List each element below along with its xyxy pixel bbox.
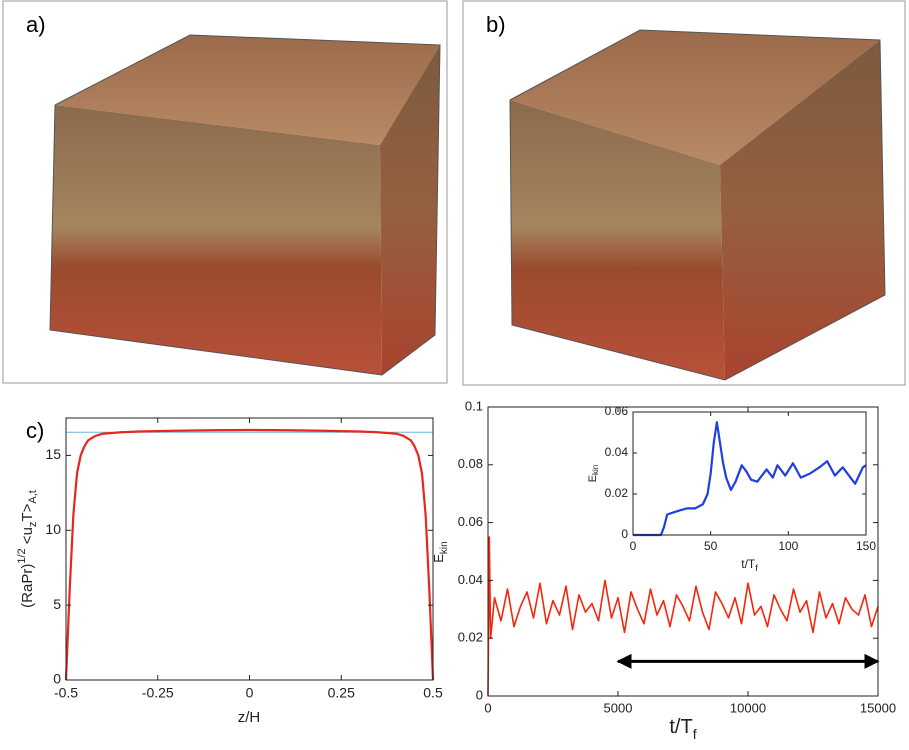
y-tick-label: 0 bbox=[621, 527, 628, 541]
axes-frame bbox=[632, 411, 867, 536]
label-part: (RaPr) bbox=[19, 564, 36, 608]
x-tick-label: 5000 bbox=[604, 700, 633, 715]
x-tick-label: 100 bbox=[778, 539, 798, 553]
x-tick-label: -0.5 bbox=[54, 685, 78, 701]
x-tick-label: 50 bbox=[704, 539, 718, 553]
x-tick-label: 0 bbox=[246, 685, 254, 701]
x-tick-label: 15000 bbox=[860, 700, 896, 715]
y-tick-label: 0.02 bbox=[605, 486, 629, 500]
x-axis-label: t/Tf bbox=[669, 716, 696, 741]
x-tick-label: 10000 bbox=[730, 700, 766, 715]
label-part: 1/2 bbox=[16, 548, 28, 563]
label-part: <u bbox=[19, 527, 36, 548]
label-part: kin bbox=[591, 465, 600, 475]
label-part: T> bbox=[19, 503, 36, 521]
y-axis-label: (RaPr)1/2 <uzT>A,t bbox=[16, 490, 39, 608]
y-tick-label: 0.04 bbox=[458, 572, 483, 587]
y-tick-label: 0 bbox=[53, 671, 61, 687]
y-tick-label: 0.06 bbox=[458, 514, 483, 529]
panel-label: c) bbox=[26, 418, 44, 443]
plot-area bbox=[66, 418, 433, 680]
chart: 0 5 10 15 -0.5 -0.25 0 0.25 0.5 bbox=[45, 417, 443, 701]
data-line bbox=[633, 421, 867, 537]
label-part: A,t bbox=[27, 490, 39, 503]
y-tick-label: 10 bbox=[45, 521, 61, 537]
y-tick-label: 0.06 bbox=[605, 404, 629, 418]
label-part: f bbox=[755, 563, 758, 573]
y-tick-label: 0 bbox=[476, 687, 483, 702]
label-part: t/T bbox=[669, 716, 692, 738]
label-part: kin bbox=[439, 541, 450, 554]
x-tick-label: 150 bbox=[856, 539, 876, 553]
x-tick-label: 0.5 bbox=[423, 685, 443, 701]
axes-frame bbox=[487, 406, 879, 697]
plot-area bbox=[633, 412, 866, 535]
data-line bbox=[487, 536, 879, 697]
x-tick-label: 0 bbox=[484, 700, 491, 715]
y-tick-label: 0.02 bbox=[458, 630, 483, 645]
data-line bbox=[64, 428, 435, 681]
label-part: f bbox=[693, 726, 697, 742]
y-axis-label: Ekin bbox=[431, 541, 449, 562]
y-tick-label: 0.08 bbox=[458, 456, 483, 471]
label-part: z bbox=[27, 522, 39, 528]
x-tick-label: 0.25 bbox=[328, 685, 355, 701]
label-part: t/T bbox=[741, 557, 756, 571]
x-tick-label: 0 bbox=[630, 539, 637, 553]
x-tick-label: -0.25 bbox=[142, 685, 174, 701]
x-axis-label: t/Tf bbox=[741, 557, 758, 573]
cube-a bbox=[49, 34, 441, 376]
panel-label: a) bbox=[26, 12, 46, 37]
chart: 0 0.02 0.04 0.06 0 50 100 150 t/Tf Ekin bbox=[587, 404, 876, 573]
panel-label: b) bbox=[486, 12, 506, 37]
label-part: E bbox=[587, 475, 599, 482]
cube-b bbox=[509, 29, 886, 381]
charts: 0 5 10 15 -0.5 -0.25 0 0.25 0.5 0 0.02 0.04 0.06 0.08… bbox=[45, 398, 896, 715]
label-part: E bbox=[431, 554, 446, 563]
y-tick-label: 15 bbox=[45, 446, 61, 462]
y-tick-label: 0.1 bbox=[465, 398, 483, 413]
y-tick-label: 0.04 bbox=[605, 445, 629, 459]
y-tick-label: 5 bbox=[53, 596, 61, 612]
x-axis-label: z/H bbox=[238, 709, 261, 726]
y-axis-label: Ekin bbox=[587, 465, 600, 483]
